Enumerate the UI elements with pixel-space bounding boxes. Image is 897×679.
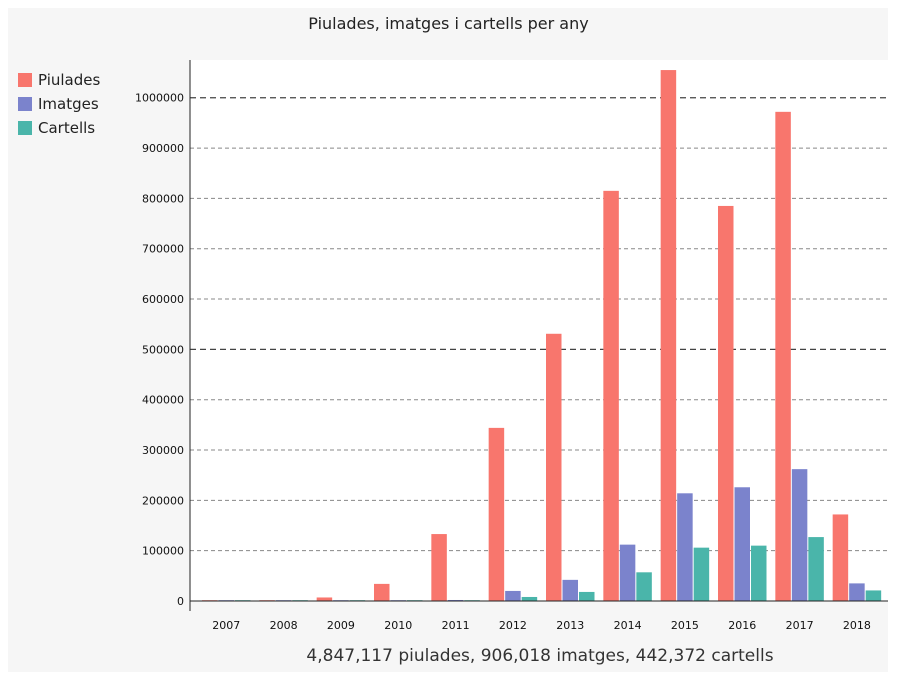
x-tick-label: 2018: [843, 619, 871, 632]
bar-piulades-2015: [660, 70, 677, 601]
bar-piulades-2017: [775, 111, 791, 601]
x-tick-label: 2009: [327, 619, 355, 632]
bar-cartells-2017: [808, 537, 824, 601]
bar-piulades-2009: [316, 597, 333, 601]
chart-title: Piulades, imatges i cartells per any: [308, 14, 589, 33]
bar-cartells-2012: [521, 596, 538, 601]
bar-piulades-2010: [374, 583, 390, 601]
legend-swatch-cartells: [18, 121, 32, 135]
bar-imatges-2018: [849, 583, 865, 601]
legend-item-cartells: Cartells: [18, 116, 100, 140]
x-tick-label: 2015: [671, 619, 699, 632]
bar-imatges-2015: [677, 493, 693, 601]
y-tick-label: 1000000: [135, 92, 184, 105]
y-tick-label: 800000: [142, 192, 184, 205]
legend-swatch-imatges: [18, 97, 32, 111]
bar-cartells-2016: [751, 545, 767, 601]
bar-piulades-2018: [832, 514, 849, 601]
x-tick-label: 2013: [556, 619, 584, 632]
x-tick-label: 2012: [499, 619, 527, 632]
y-tick-label: 900000: [142, 142, 184, 155]
y-tick-label: 600000: [142, 293, 184, 306]
bar-imatges-2014: [619, 544, 636, 601]
y-tick-label: 500000: [142, 343, 184, 356]
legend-item-piulades: Piulades: [18, 68, 100, 92]
bar-piulades-2014: [603, 190, 619, 602]
bar-cartells-2015: [693, 547, 710, 601]
bar-piulades-2016: [718, 205, 734, 601]
legend-label-cartells: Cartells: [38, 119, 96, 137]
x-tick-label: 2010: [384, 619, 412, 632]
bar-cartells-2013: [579, 591, 595, 601]
x-tick-label: 2016: [728, 619, 756, 632]
legend-label-piulades: Piulades: [38, 71, 101, 89]
y-tick-label: 300000: [142, 444, 184, 457]
x-tick-label: 2007: [212, 619, 240, 632]
bar-imatges-2016: [734, 487, 750, 601]
bar-imatges-2013: [562, 579, 578, 601]
bar-piulades-2011: [431, 534, 447, 601]
legend: Piulades Imatges Cartells: [18, 68, 100, 140]
y-tick-label: 100000: [142, 545, 184, 558]
bar-cartells-2018: [865, 590, 882, 601]
bar-imatges-2017: [791, 469, 808, 601]
legend-item-imatges: Imatges: [18, 92, 100, 116]
x-tick-label: 2011: [442, 619, 470, 632]
bar-imatges-2011: [447, 599, 464, 601]
bar-imatges-2012: [505, 590, 521, 601]
x-tick-label: 2008: [270, 619, 298, 632]
legend-label-imatges: Imatges: [38, 95, 99, 113]
bar-cartells-2014: [636, 572, 652, 601]
y-tick-label: 0: [177, 595, 184, 608]
bar-piulades-2013: [546, 333, 562, 601]
plot-background: [190, 60, 888, 601]
legend-swatch-piulades: [18, 73, 32, 87]
summary-text: 4,847,117 piulades, 906,018 imatges, 442…: [306, 646, 774, 666]
y-tick-label: 200000: [142, 494, 184, 507]
x-tick-label: 2017: [786, 619, 814, 632]
y-tick-label: 400000: [142, 394, 184, 407]
x-tick-label: 2014: [614, 619, 642, 632]
y-tick-label: 700000: [142, 243, 184, 256]
bar-piulades-2012: [488, 427, 505, 601]
